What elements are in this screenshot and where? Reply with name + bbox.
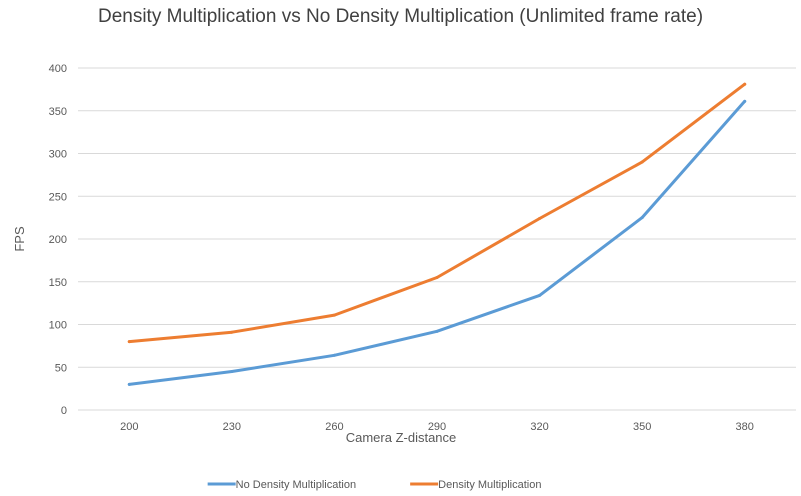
data-point (640, 160, 644, 164)
y-tick-label: 100 (49, 320, 67, 332)
data-point (127, 340, 131, 344)
gridlines (78, 67, 796, 411)
legend-label: No Density Multiplication (236, 479, 356, 491)
y-tick-label: 300 (49, 149, 67, 161)
y-axis-title: FPS (12, 226, 27, 252)
series-line-1 (127, 99, 747, 386)
data-point (640, 216, 644, 220)
data-point (230, 370, 234, 374)
y-tick-label: 400 (49, 63, 67, 75)
series-lines (127, 82, 747, 386)
x-tick-label: 200 (120, 421, 138, 433)
data-point (435, 329, 439, 333)
legend: No Density Multiplication Density Multipl… (207, 479, 541, 491)
data-point (538, 216, 542, 220)
data-point (332, 313, 336, 317)
y-tick-label: 200 (49, 234, 67, 246)
y-tick-label: 150 (49, 277, 67, 289)
y-axis-ticks: 0 50 100 150 200 250 300 350 400 (49, 63, 67, 417)
data-point (127, 382, 131, 386)
x-tick-label: 230 (223, 421, 241, 433)
data-point (743, 99, 747, 103)
x-tick-label: 290 (428, 421, 446, 433)
y-tick-label: 50 (55, 362, 67, 374)
y-tick-label: 350 (49, 106, 67, 118)
chart-title: Density Multiplication vs No Density Mul… (97, 6, 704, 27)
y-tick-label: 250 (49, 191, 67, 203)
x-tick-label: 320 (530, 421, 548, 433)
y-tick-label: 0 (61, 405, 67, 417)
series-line-2 (127, 82, 747, 344)
x-tick-label: 380 (736, 421, 754, 433)
data-point (230, 330, 234, 334)
data-point (743, 82, 747, 86)
data-point (538, 293, 542, 297)
data-point (435, 275, 439, 279)
x-axis-ticks: 200 230 260 290 320 350 380 (120, 421, 754, 433)
legend-label: Density Multiplication (438, 479, 541, 491)
x-axis-title: Camera Z-distance (346, 430, 457, 445)
data-point (332, 353, 336, 357)
x-tick-label: 350 (633, 421, 651, 433)
x-tick-label: 260 (325, 421, 343, 433)
